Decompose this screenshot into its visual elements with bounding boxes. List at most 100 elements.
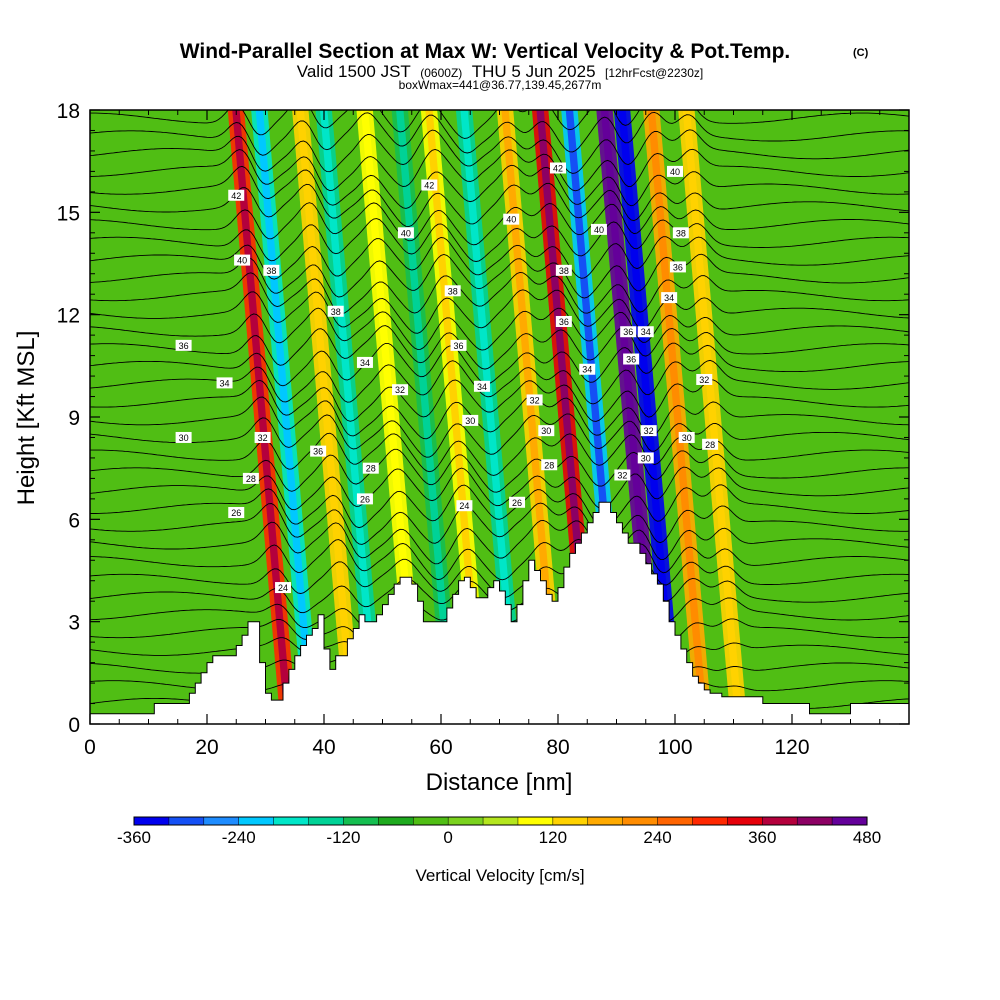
theta-label: 34 bbox=[473, 380, 490, 392]
colorbar-tick-label: -240 bbox=[222, 828, 256, 847]
theta-label: 36 bbox=[555, 315, 572, 327]
theta-label: 32 bbox=[254, 431, 271, 443]
terrain bbox=[90, 501, 909, 724]
theta-label: 30 bbox=[678, 431, 695, 443]
theta-label: 40 bbox=[590, 223, 607, 235]
theta-contour-line bbox=[90, 502, 909, 545]
theta-label-text: 34 bbox=[582, 365, 592, 375]
colorbar-swatch bbox=[203, 816, 240, 826]
theta-contour-line bbox=[90, 519, 909, 565]
colorbar-tick-label: 0 bbox=[443, 828, 452, 847]
theta-label-bg bbox=[678, 431, 695, 443]
theta-label: 28 bbox=[702, 438, 719, 450]
theta-label: 26 bbox=[509, 496, 526, 508]
theta-label: 38 bbox=[555, 264, 572, 276]
y-tick-label: 3 bbox=[68, 612, 80, 635]
colorbar-swatch bbox=[308, 816, 344, 826]
theta-label-text: 42 bbox=[553, 163, 563, 173]
theta-label-bg bbox=[541, 459, 558, 471]
theta-contour-line bbox=[90, 129, 909, 174]
theta-contour-line bbox=[90, 466, 909, 511]
x-tick-label: 120 bbox=[774, 736, 809, 759]
colorbar-swatch bbox=[273, 816, 310, 826]
theta-label-bg bbox=[672, 227, 689, 239]
theta-label-text: 38 bbox=[448, 286, 458, 296]
colorbar-swatch bbox=[343, 816, 379, 826]
velocity-core bbox=[682, 110, 743, 724]
theta-label-text: 34 bbox=[360, 358, 370, 368]
y-tick-label: 6 bbox=[68, 509, 80, 532]
theta-label-text: 34 bbox=[664, 293, 674, 303]
velocity-core bbox=[255, 110, 316, 724]
velocity-core bbox=[460, 110, 521, 724]
y-tick-label: 15 bbox=[57, 202, 80, 225]
colorbar-swatch bbox=[692, 816, 728, 826]
theta-label-bg bbox=[661, 292, 678, 304]
theta-label: 26 bbox=[228, 507, 245, 519]
theta-contour-line bbox=[90, 538, 909, 581]
theta-label: 24 bbox=[456, 500, 473, 512]
theta-label-text: 26 bbox=[360, 494, 370, 504]
theta-label-text: 40 bbox=[237, 256, 247, 266]
chart-subtitle: Valid 1500 JST (0600Z) THU 5 Jun 2025 [1… bbox=[297, 62, 703, 81]
theta-label-bg bbox=[275, 582, 292, 594]
theta-label-bg bbox=[234, 254, 251, 266]
theta-label: 40 bbox=[667, 165, 683, 177]
colorbar-swatch bbox=[517, 816, 554, 826]
chart-title: Wind-Parallel Section at Max W: Vertical… bbox=[180, 40, 791, 63]
colorbar-tick-label: 240 bbox=[643, 828, 671, 847]
theta-label: 38 bbox=[327, 305, 344, 317]
theta-label: 32 bbox=[640, 425, 657, 437]
colorbar-tick-label: 360 bbox=[748, 828, 776, 847]
theta-label-text: 36 bbox=[673, 262, 683, 272]
theta-label: 34 bbox=[637, 326, 654, 338]
colorbar-swatch bbox=[447, 816, 484, 826]
theta-label-bg bbox=[637, 326, 654, 338]
theta-label-bg bbox=[392, 384, 409, 396]
theta-label-bg bbox=[421, 179, 438, 191]
x-tick-label: 0 bbox=[84, 736, 96, 759]
theta-label-text: 26 bbox=[231, 508, 241, 518]
theta-label-bg bbox=[228, 507, 245, 519]
colorbar-swatch bbox=[587, 816, 624, 826]
theta-label-text: 38 bbox=[676, 228, 686, 238]
theta-label-text: 38 bbox=[331, 307, 341, 317]
colorbar-swatch bbox=[133, 816, 170, 826]
theta-label-bg bbox=[538, 425, 555, 437]
theta-label: 30 bbox=[538, 425, 555, 437]
theta-label-bg bbox=[397, 227, 414, 239]
colorbar-swatch bbox=[727, 816, 763, 826]
theta-label-text: 36 bbox=[179, 341, 189, 351]
theta-label-bg bbox=[640, 425, 657, 437]
theta-label-text: 38 bbox=[266, 266, 276, 276]
theta-label-text: 30 bbox=[179, 433, 189, 443]
colorbar-swatch bbox=[762, 816, 798, 826]
theta-label-text: 36 bbox=[626, 355, 636, 365]
theta-label-text: 34 bbox=[477, 382, 487, 392]
theta-label: 42 bbox=[228, 189, 245, 201]
colorbar-swatch bbox=[657, 816, 694, 826]
x-tick-label: 60 bbox=[429, 736, 452, 759]
theta-contour-line bbox=[90, 202, 909, 246]
forecast-info: [12hrFcst@2230z] bbox=[605, 66, 703, 80]
theta-label-text: 40 bbox=[670, 167, 680, 177]
theta-label-text: 24 bbox=[459, 501, 469, 511]
theta-label: 28 bbox=[242, 472, 259, 484]
theta-contour-line bbox=[90, 289, 909, 334]
x-axis: 0 20 40 60 80 100 120 bbox=[84, 110, 881, 759]
colorbar-swatch bbox=[796, 816, 833, 826]
x-tick-label: 40 bbox=[312, 736, 335, 759]
y-axis-label: Height [Kft MSL] bbox=[13, 331, 40, 506]
theta-label-bg bbox=[462, 414, 479, 426]
velocity-core bbox=[360, 110, 421, 724]
theta-label: 26 bbox=[356, 493, 373, 505]
theta-label-bg bbox=[450, 339, 467, 351]
theta-label-bg bbox=[263, 264, 280, 276]
theta-label: 38 bbox=[444, 285, 461, 297]
theta-contour-line bbox=[90, 164, 909, 209]
theta-label-text: 28 bbox=[366, 464, 376, 474]
colorbar-swatch bbox=[238, 816, 275, 826]
colorbar-tick-label: 480 bbox=[853, 828, 881, 847]
theta-label-text: 30 bbox=[541, 426, 551, 436]
theta-label-text: 36 bbox=[559, 317, 569, 327]
